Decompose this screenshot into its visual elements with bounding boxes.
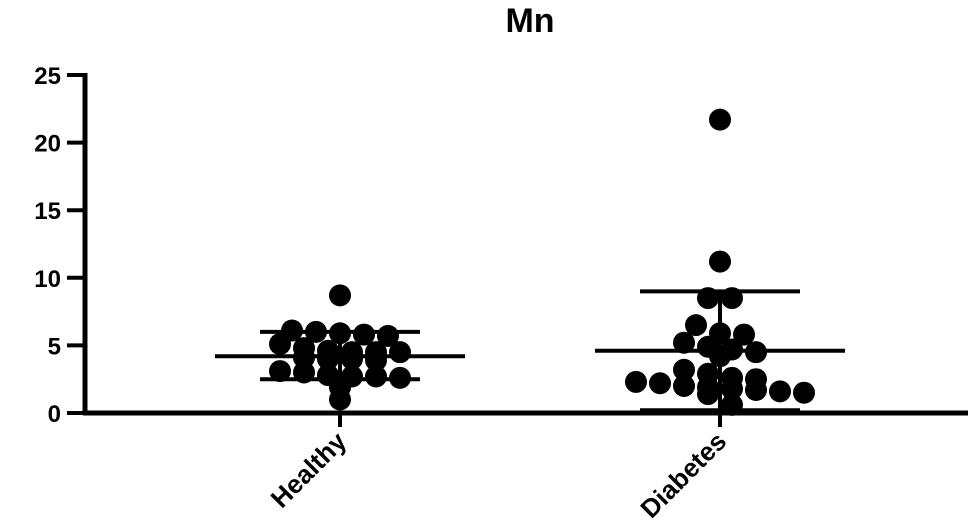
data-point [793,381,815,404]
x-tick-label: Healthy [265,426,353,514]
data-point [709,108,731,131]
data-point [329,388,351,411]
plot-area [215,108,845,416]
data-point [673,331,695,354]
data-point [317,347,339,370]
data-point [709,250,731,273]
data-point [353,323,375,346]
chart-title: Mn [505,2,554,40]
y-tick-label: 10 [34,266,61,293]
data-point [733,323,755,346]
data-point [625,370,647,393]
data-point [673,358,695,381]
data-point [365,365,387,388]
data-point [269,360,291,383]
data-point [341,347,363,370]
data-point [721,377,743,400]
data-point [685,314,707,337]
y-tick-label: 25 [34,63,61,90]
data-point [649,372,671,395]
data-point [721,393,743,416]
data-point [769,380,791,403]
data-point [697,383,719,406]
y-tick-label: 15 [34,198,61,225]
x-tick-label: Diabetes [634,426,732,524]
x-axis: Healthy Diabetes [83,410,968,524]
y-tick-label: 20 [34,131,61,158]
group-healthy [215,284,465,411]
data-point [329,284,351,307]
data-point [745,379,767,402]
data-point [673,374,695,397]
y-tick-label: 5 [48,333,61,360]
data-point [269,333,291,356]
data-point [389,341,411,364]
y-tick-label: 0 [48,401,61,428]
group-diabetes [595,108,845,416]
y-axis: 0 5 10 15 20 25 [34,63,88,428]
